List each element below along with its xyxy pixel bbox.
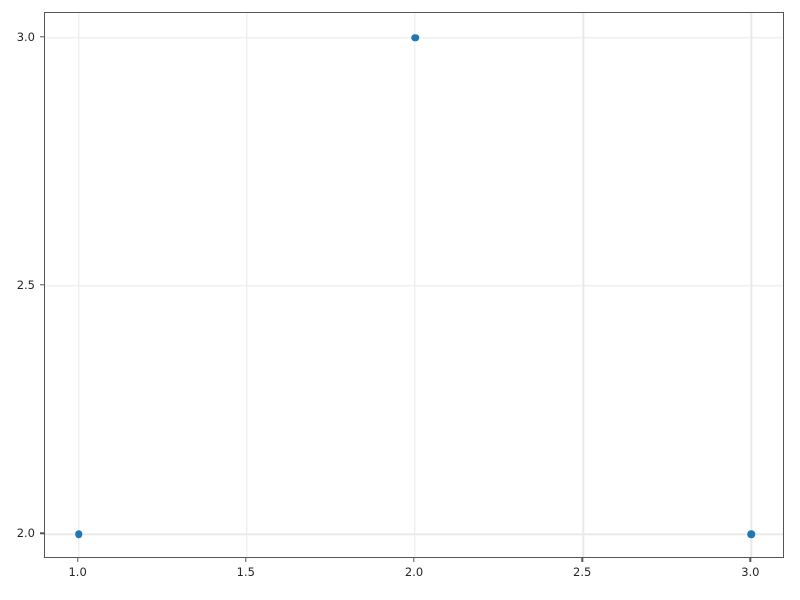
scatter-data-layer [45, 13, 783, 557]
y-tick-label: 3.0 [16, 29, 35, 44]
x-tick-label: 2.0 [404, 565, 424, 579]
y-tick-label: 2.5 [16, 278, 35, 292]
y-tick-label: 2.0 [16, 526, 35, 541]
y-tick-mark [40, 284, 44, 286]
gridline-vertical [750, 13, 753, 557]
y-tick-mark [40, 532, 44, 534]
gridline-horizontal [45, 533, 783, 535]
y-tick-mark [40, 36, 44, 38]
gridline-vertical [77, 13, 80, 557]
x-tick-mark [749, 558, 752, 562]
gridline-vertical [246, 13, 248, 557]
x-tick-label: 2.5 [573, 565, 592, 579]
scatter-point [74, 530, 83, 538]
x-tick-mark [413, 558, 415, 562]
scatter-point [411, 34, 419, 42]
gridline-horizontal [45, 285, 783, 287]
x-tick-label: 3.0 [741, 565, 760, 579]
x-tick-label: 1.5 [236, 565, 255, 579]
gridline-vertical [414, 13, 416, 557]
x-tick-mark [245, 558, 247, 562]
plot-axes-area [44, 12, 784, 558]
gridline-vertical [582, 13, 584, 557]
x-tick-label: 1.0 [68, 565, 87, 579]
scatter-point [747, 530, 756, 538]
x-tick-mark [76, 558, 79, 562]
x-tick-mark [581, 558, 583, 562]
